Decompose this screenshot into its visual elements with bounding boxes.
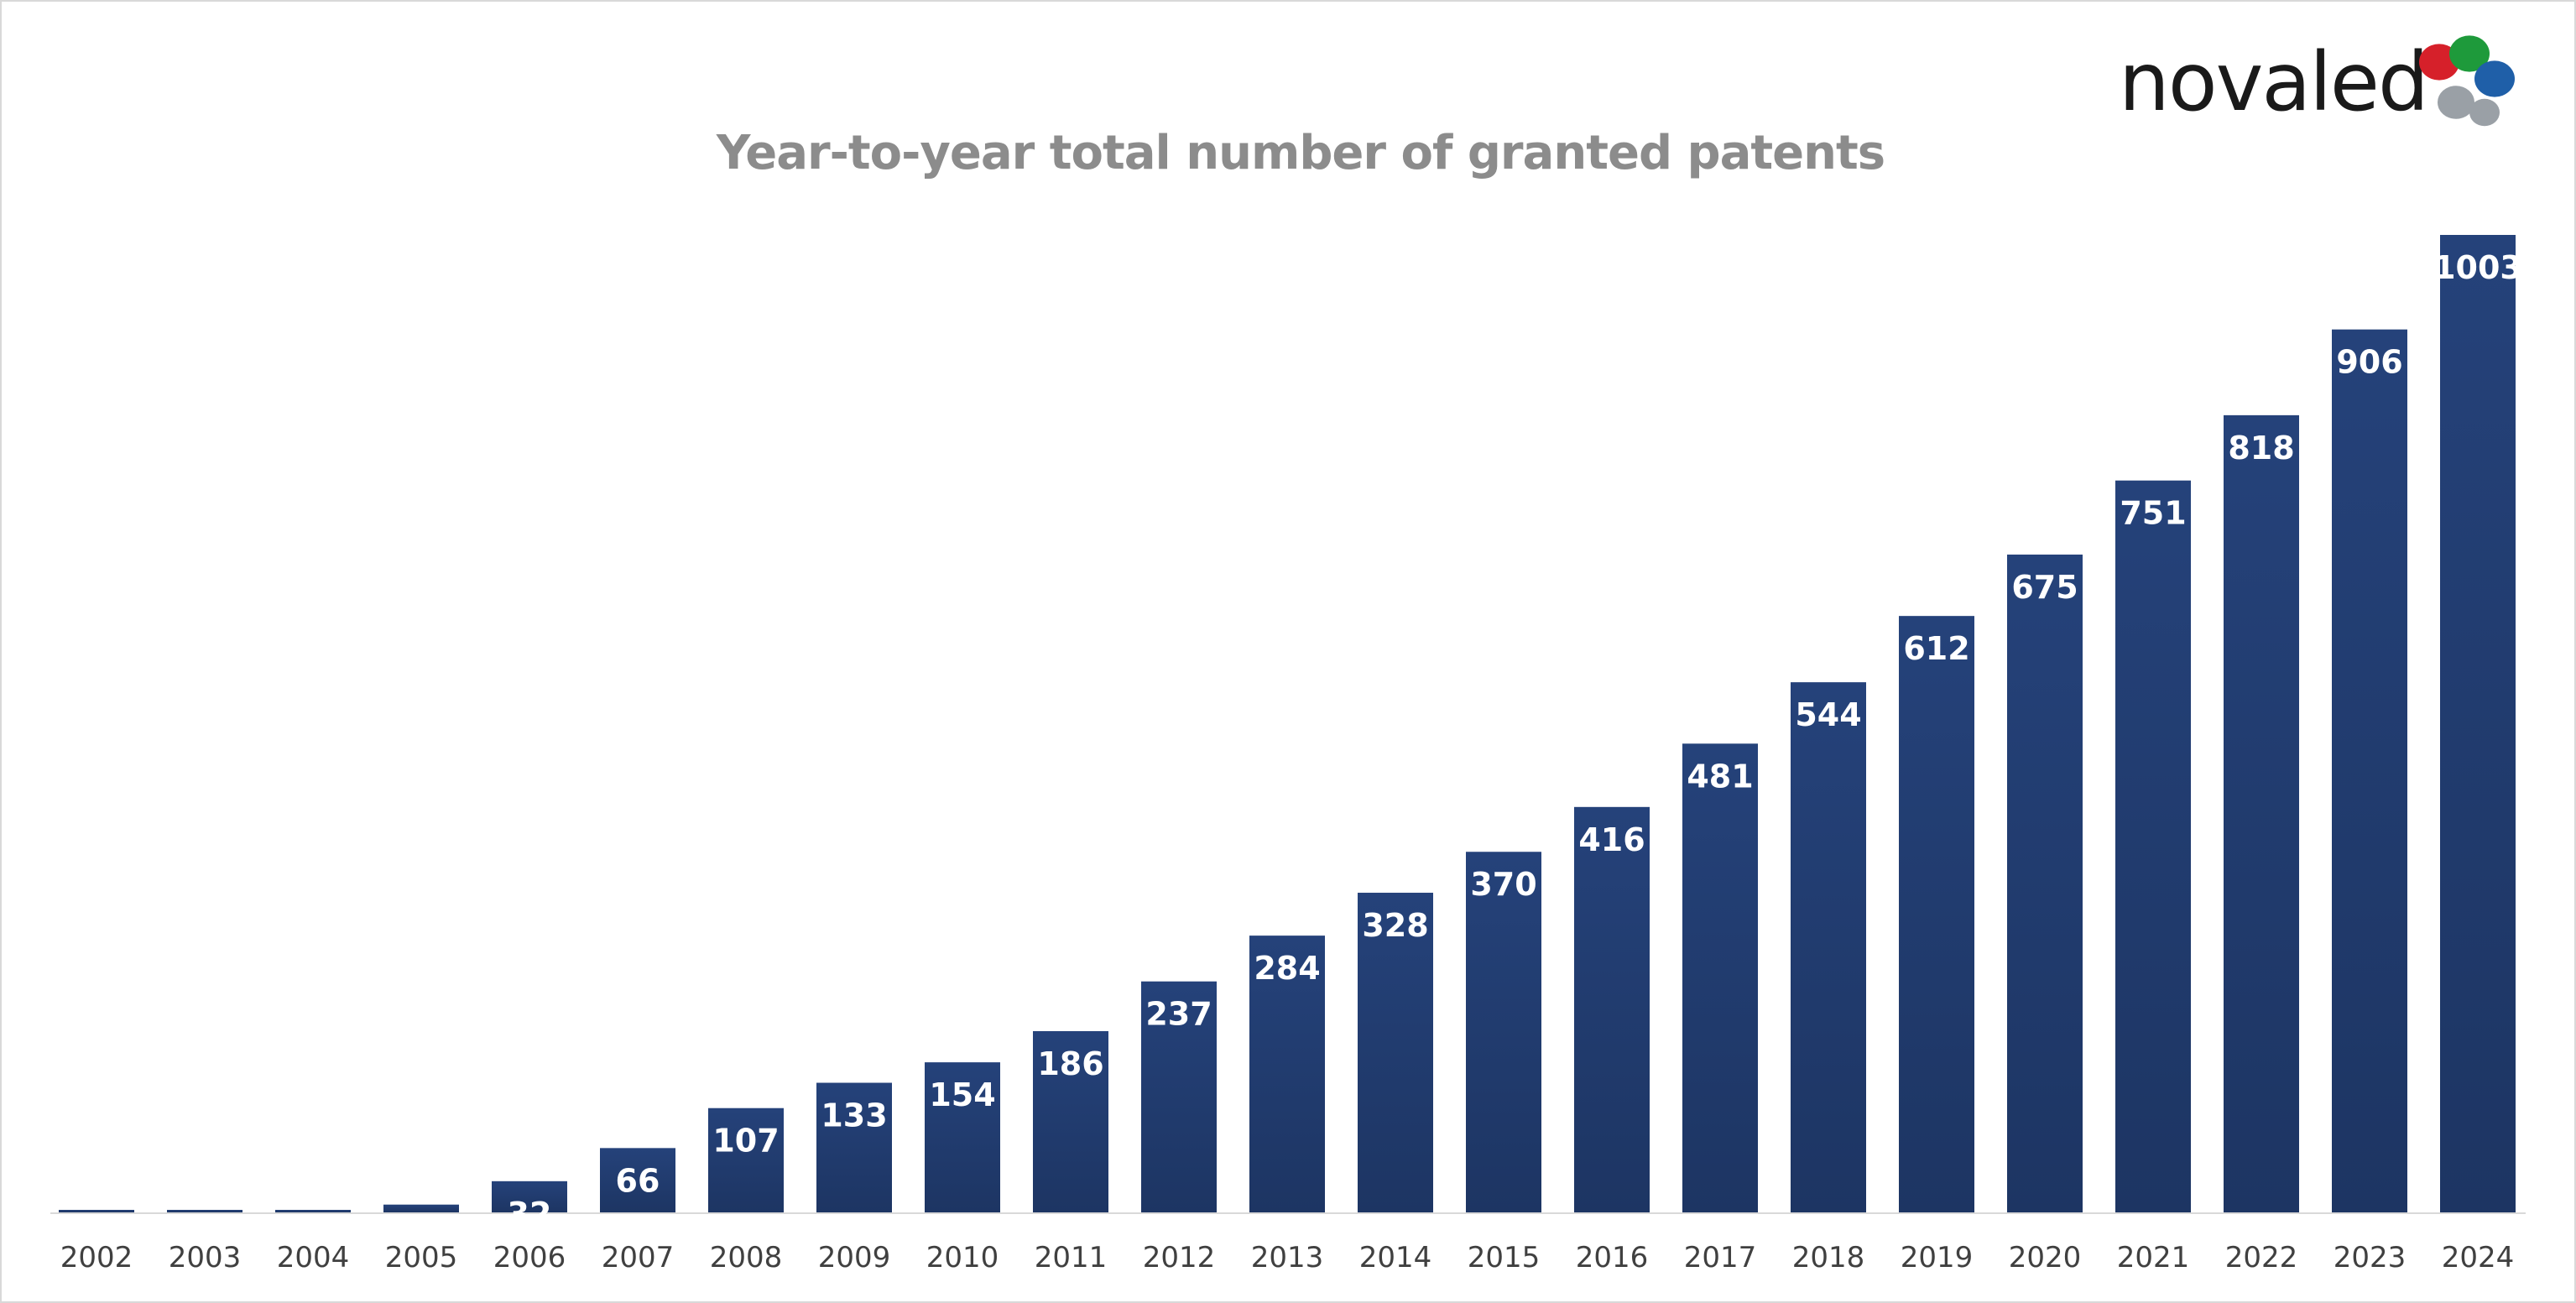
data-label-2022: 818 xyxy=(2228,430,2294,466)
x-tick-2004: 2004 xyxy=(277,1241,350,1274)
bar-2018 xyxy=(1791,682,1866,1212)
x-tick-2002: 2002 xyxy=(60,1241,133,1274)
logo-petal-grey-1 xyxy=(2438,86,2474,119)
data-label-2023: 906 xyxy=(2336,344,2402,381)
bar-2003 xyxy=(167,1210,242,1212)
bar-2007 xyxy=(600,1148,675,1212)
x-tick-2019: 2019 xyxy=(1901,1241,1974,1274)
bar-2008 xyxy=(708,1108,784,1212)
bars-group xyxy=(59,235,2516,1212)
data-labels-group: 32 66 107 133 154 186 237 284 328 370 416 481 544 612… xyxy=(508,249,2522,1233)
data-label-2011: 186 xyxy=(1037,1045,1103,1082)
x-tick-2003: 2003 xyxy=(169,1241,242,1274)
data-label-2017: 481 xyxy=(1687,758,1753,795)
data-label-2021: 751 xyxy=(2120,495,2186,532)
bar-2009 xyxy=(816,1082,892,1212)
bar-2019 xyxy=(1899,616,1974,1212)
data-label-2013: 284 xyxy=(1254,950,1320,987)
bar-2013 xyxy=(1249,936,1325,1212)
bar-2017 xyxy=(1682,743,1758,1212)
x-tick-2015: 2015 xyxy=(1468,1241,1541,1274)
data-label-2009: 133 xyxy=(821,1097,887,1134)
bar-2024 xyxy=(2440,235,2516,1212)
bar-2002 xyxy=(59,1210,134,1212)
x-tick-2020: 2020 xyxy=(2009,1241,2082,1274)
bar-2012 xyxy=(1141,981,1217,1212)
bar-2006 xyxy=(492,1181,567,1212)
bar-2020 xyxy=(2007,554,2083,1212)
logo-wordmark: novaled xyxy=(2119,35,2429,129)
data-label-2006: 32 xyxy=(508,1196,552,1233)
logo-mark-icon xyxy=(2419,35,2515,127)
bar-2005 xyxy=(383,1204,459,1212)
data-label-2015: 370 xyxy=(1470,866,1536,903)
data-label-2008: 107 xyxy=(712,1123,779,1160)
x-tick-2022: 2022 xyxy=(2225,1241,2298,1274)
logo-petal-red xyxy=(2419,44,2459,81)
x-tick-2012: 2012 xyxy=(1143,1241,1216,1274)
data-label-2018: 544 xyxy=(1795,696,1861,733)
x-tick-2007: 2007 xyxy=(602,1241,675,1274)
bar-2014 xyxy=(1358,893,1433,1212)
bar-2004 xyxy=(275,1210,351,1212)
data-label-2010: 154 xyxy=(929,1076,995,1113)
data-label-2016: 416 xyxy=(1578,821,1645,858)
bar-2022 xyxy=(2224,414,2299,1212)
data-label-2024: 1003 xyxy=(2433,249,2522,286)
x-tick-2010: 2010 xyxy=(926,1241,999,1274)
x-tick-2005: 2005 xyxy=(385,1241,458,1274)
bar-2016 xyxy=(1574,806,1650,1212)
x-tick-2009: 2009 xyxy=(818,1241,891,1274)
bar-2011 xyxy=(1033,1030,1108,1212)
data-label-2019: 612 xyxy=(1903,630,1969,667)
x-tick-2008: 2008 xyxy=(710,1241,783,1274)
x-tick-2021: 2021 xyxy=(2117,1241,2190,1274)
x-tick-labels-group: 2002 2003 2004 2005 2006 2007 2008 2009 2010 2011… xyxy=(60,1241,2515,1274)
data-label-2014: 328 xyxy=(1362,907,1428,944)
data-label-2007: 66 xyxy=(616,1162,660,1199)
data-label-2020: 675 xyxy=(2011,569,2078,606)
bar-2021 xyxy=(2115,480,2191,1212)
x-tick-2006: 2006 xyxy=(493,1241,566,1274)
data-label-2012: 237 xyxy=(1145,996,1212,1033)
logo-petal-green xyxy=(2449,35,2490,72)
x-tick-2014: 2014 xyxy=(1359,1241,1432,1274)
chart-title: Year-to-year total number of granted pat… xyxy=(716,126,1885,180)
x-tick-2013: 2013 xyxy=(1251,1241,1324,1274)
x-tick-2011: 2011 xyxy=(1035,1241,1108,1274)
bar-2023 xyxy=(2332,329,2407,1212)
logo-petal-blue xyxy=(2474,60,2515,97)
x-tick-2024: 2024 xyxy=(2442,1241,2515,1274)
bar-2010 xyxy=(925,1062,1000,1212)
bar-2015 xyxy=(1466,852,1541,1212)
logo-petal-grey-2 xyxy=(2469,98,2500,127)
x-tick-2016: 2016 xyxy=(1576,1241,1649,1274)
x-tick-2017: 2017 xyxy=(1684,1241,1757,1274)
x-tick-2023: 2023 xyxy=(2334,1241,2407,1274)
x-tick-2018: 2018 xyxy=(1792,1241,1865,1274)
novaled-logo: novaled xyxy=(2119,32,2530,133)
